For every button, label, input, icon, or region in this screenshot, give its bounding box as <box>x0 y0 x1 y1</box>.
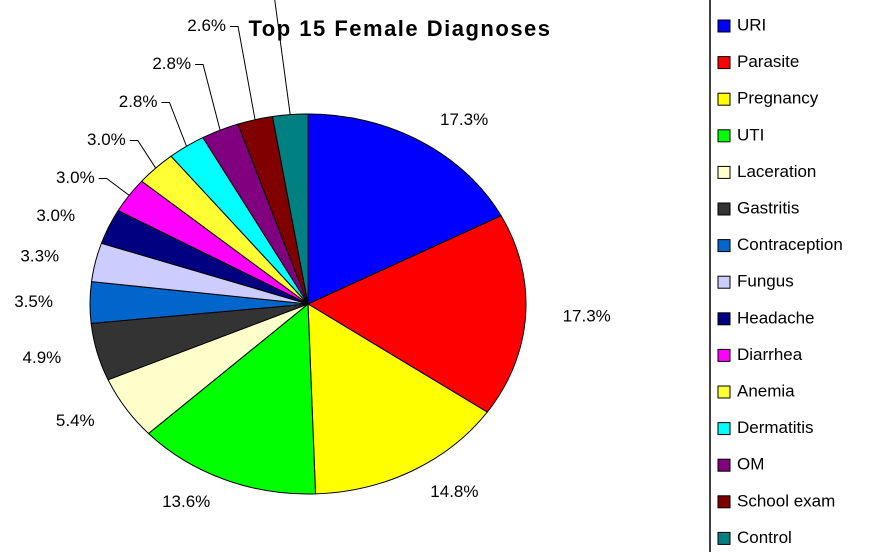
legend-label: Diarrhea <box>737 345 803 364</box>
legend-label: Pregnancy <box>737 89 819 108</box>
pie-slice <box>306 215 527 413</box>
data-label: 5.4% <box>56 411 95 430</box>
legend-label: Fungus <box>737 272 794 291</box>
data-label: 3.0% <box>56 168 95 187</box>
legend-label: URI <box>737 15 766 34</box>
legend-swatch <box>717 165 731 179</box>
legend-label: Headache <box>737 308 815 327</box>
data-label: 2.8% <box>152 54 191 73</box>
legend-swatch <box>717 239 731 253</box>
legend-swatch <box>717 495 731 509</box>
legend-label: Anemia <box>737 381 795 400</box>
legend-label: OM <box>737 455 764 474</box>
data-label: 3.0% <box>36 206 75 225</box>
legend-label: Laceration <box>737 162 816 181</box>
leader-line <box>129 139 157 169</box>
legend-label: School exam <box>737 491 835 510</box>
pie-slice <box>271 113 309 305</box>
legend-swatch <box>717 19 731 33</box>
data-label: 13.6% <box>162 492 210 511</box>
legend-swatch <box>717 202 731 216</box>
leader-line <box>161 101 187 147</box>
legend-swatch <box>717 385 731 399</box>
legend-swatch <box>717 129 731 143</box>
legend-swatch <box>717 92 731 106</box>
legend-label: Parasite <box>737 52 799 71</box>
data-label: 17.3% <box>563 307 611 326</box>
data-label: 4.9% <box>23 348 62 367</box>
leader-line <box>195 63 221 131</box>
legend-label: Dermatitis <box>737 418 814 437</box>
legend-label: Gastritis <box>737 198 799 217</box>
legend-swatch <box>717 312 731 326</box>
chart-title: Top 15 Female Diagnoses <box>248 16 551 41</box>
data-label: 3.5% <box>14 292 53 311</box>
legend-label: Control <box>737 528 792 547</box>
pie-slice <box>147 302 317 495</box>
pie-slice <box>307 303 489 495</box>
data-label: 3.0% <box>87 130 126 149</box>
legend-swatch <box>717 275 731 289</box>
data-label: 2.8% <box>119 92 158 111</box>
legend-swatch <box>717 56 731 70</box>
leader-line <box>274 0 291 115</box>
legend-swatch <box>717 422 731 436</box>
legend-swatch <box>717 458 731 472</box>
pie-slice <box>307 113 502 305</box>
data-label: 2.6% <box>187 16 226 35</box>
legend-swatch <box>717 348 731 362</box>
data-label: 17.3% <box>440 110 488 129</box>
legend-label: UTI <box>737 125 764 144</box>
legend-label: Contraception <box>737 235 843 254</box>
leader-line <box>230 25 256 120</box>
data-label: 3.3% <box>20 246 59 265</box>
leader-line <box>98 177 130 196</box>
legend-swatch <box>717 531 731 545</box>
data-label: 14.8% <box>430 482 478 501</box>
